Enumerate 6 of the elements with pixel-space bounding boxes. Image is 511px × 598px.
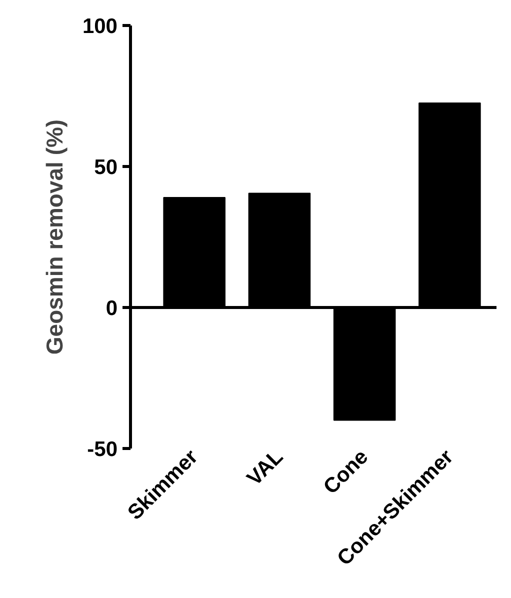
x-tick-label: VAL bbox=[242, 445, 288, 490]
y-tick-label: 100 bbox=[82, 15, 118, 38]
y-tick-label: 50 bbox=[94, 156, 118, 179]
y-tick-label: -50 bbox=[87, 438, 118, 461]
y-tick-label: 0 bbox=[106, 297, 118, 320]
y-axis-title: Geosmin removal (%) bbox=[41, 119, 68, 355]
